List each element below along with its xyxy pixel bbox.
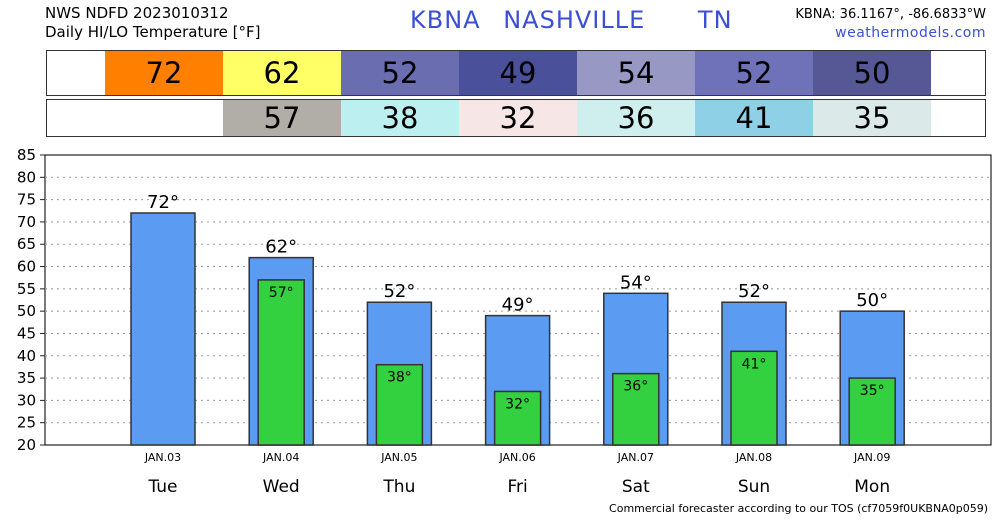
- high-temp-cell: 62: [223, 51, 341, 95]
- high-temp-bar: [130, 212, 196, 446]
- high-temp-label: 49°: [502, 295, 534, 316]
- site-name: weathermodels.com: [835, 25, 986, 41]
- y-tick-label: 80: [17, 168, 36, 186]
- low-temp-label: 57°: [269, 285, 294, 301]
- x-date-label: JAN.03: [144, 451, 181, 464]
- high-temp-cell: 50: [813, 51, 931, 95]
- high-temp-label: 52°: [738, 281, 770, 302]
- y-tick-label: 50: [17, 302, 36, 320]
- low-temp-bar: [493, 390, 542, 446]
- high-temp-cell: 52: [341, 51, 459, 95]
- state-code: TN: [697, 6, 733, 34]
- y-tick-label: 20: [17, 436, 36, 454]
- x-day-label: Sat: [622, 477, 650, 497]
- low-temp-strip: 57 38 32 36 41 35: [46, 99, 986, 137]
- y-tick-label: 75: [17, 191, 36, 209]
- high-temp-label: 50°: [856, 290, 888, 311]
- y-tick-label: 40: [17, 347, 36, 365]
- high-temp-label: 62°: [265, 237, 297, 258]
- low-temp-label: 32°: [505, 396, 530, 412]
- x-day-label: Thu: [382, 477, 415, 497]
- low-temp-bar: [257, 279, 305, 446]
- low-temp-bar: [375, 363, 424, 446]
- y-tick-label: 85: [17, 146, 36, 164]
- footer-note: Commercial forecaster according to our T…: [609, 502, 988, 515]
- low-temp-cell: 41: [695, 100, 813, 136]
- x-day-label: Fri: [507, 477, 527, 497]
- x-date-label: JAN.04: [262, 451, 299, 464]
- x-date-label: JAN.05: [380, 451, 417, 464]
- low-temp-label: 38°: [387, 370, 412, 386]
- y-tick-label: 55: [17, 280, 36, 298]
- station-title: KBNA NASHVILLE TN: [410, 6, 733, 34]
- model-run-label: NWS NDFD 2023010312: [45, 4, 229, 22]
- low-temp-bar: [730, 350, 778, 446]
- low-temp-bar: [848, 377, 896, 446]
- high-temp-label: 52°: [383, 281, 415, 302]
- x-date-label: JAN.09: [853, 451, 890, 464]
- low-temp-cell: 35: [813, 100, 931, 136]
- temperature-chart: 20 25 30 35 40 45 50 55 60 65 70 75 80 85 72° JAN.03 Tue…: [17, 146, 992, 497]
- high-temp-label: 72°: [147, 192, 179, 213]
- x-date-label: JAN.08: [735, 451, 772, 464]
- y-tick-label: 65: [17, 235, 36, 253]
- high-temp-cell: 49: [459, 51, 577, 95]
- x-date-label: JAN.07: [617, 451, 654, 464]
- product-label: Daily HI/LO Temperature [°F]: [45, 23, 261, 41]
- high-temp-label: 54°: [620, 272, 652, 293]
- x-day-label: Tue: [147, 477, 177, 497]
- high-temp-strip: 72 62 52 49 54 52 50: [46, 50, 986, 96]
- low-temp-label: 36°: [623, 379, 648, 395]
- low-temp-label: 35°: [860, 383, 885, 399]
- low-temp-bar: [612, 372, 660, 446]
- station-coords: KBNA: 36.1167°, -86.6833°W: [795, 7, 986, 22]
- city-name: NASHVILLE: [503, 6, 646, 34]
- low-temp-label: 41°: [742, 356, 767, 372]
- header-right: KBNA: 36.1167°, -86.6833°W weathermodels…: [795, 5, 986, 43]
- low-temp-cell: 36: [577, 100, 695, 136]
- y-tick-label: 60: [17, 258, 36, 276]
- high-temp-cell: 54: [577, 51, 695, 95]
- y-tick-label: 25: [17, 414, 36, 432]
- high-temp-cell: 52: [695, 51, 813, 95]
- y-tick-label: 30: [17, 391, 36, 409]
- y-tick-label: 35: [17, 369, 36, 387]
- header-left: NWS NDFD 2023010312 Daily HI/LO Temperat…: [45, 4, 261, 42]
- x-date-label: JAN.06: [498, 451, 535, 464]
- x-day-label: Mon: [854, 477, 890, 497]
- y-tick-label: 45: [17, 324, 36, 342]
- low-temp-cell: 57: [223, 100, 341, 136]
- station-id: KBNA: [410, 6, 481, 34]
- high-temp-cell: 72: [105, 51, 223, 95]
- low-temp-cell: 38: [341, 100, 459, 136]
- x-day-label: Sun: [738, 477, 770, 497]
- low-temp-cell: 32: [459, 100, 577, 136]
- y-tick-label: 70: [17, 213, 36, 231]
- x-day-label: Wed: [263, 477, 300, 497]
